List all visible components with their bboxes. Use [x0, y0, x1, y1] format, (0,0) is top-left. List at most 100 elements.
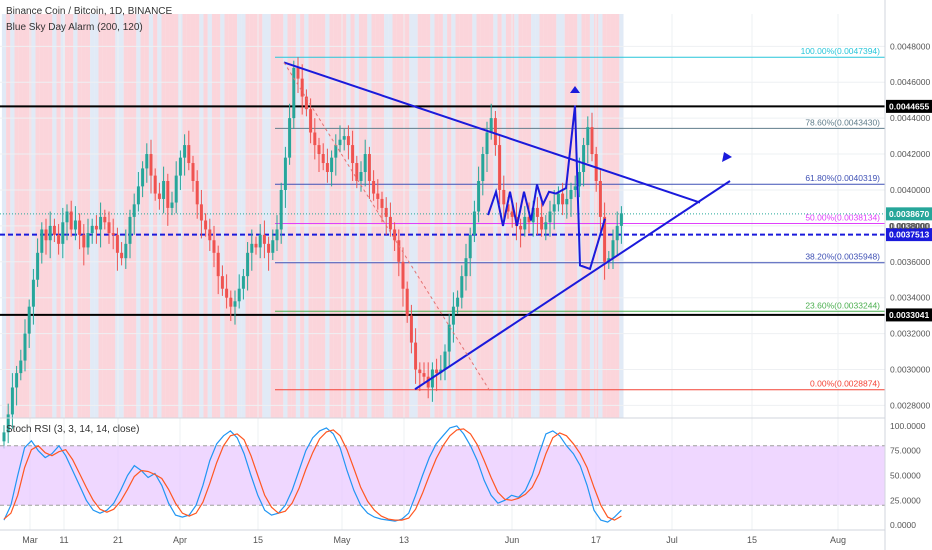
candle-body — [510, 211, 514, 217]
y-tick-label: 0.0044000 — [890, 113, 930, 123]
candle-body — [275, 229, 279, 241]
bg-band — [560, 14, 565, 418]
candle-body — [204, 220, 208, 230]
candle-body — [380, 198, 384, 208]
bg-band — [31, 14, 36, 418]
candle-body — [351, 145, 355, 164]
price-tag: 0.0038000 — [889, 221, 929, 231]
x-tick-label: Apr — [173, 535, 187, 545]
candle-body — [523, 216, 527, 230]
candle-body — [502, 189, 506, 205]
bg-band — [153, 14, 158, 418]
bg-band — [111, 14, 116, 418]
candle-body — [493, 118, 497, 146]
candle-body — [477, 180, 481, 212]
fib-label: 50.00%(0.0038134) — [805, 212, 880, 222]
bg-band — [367, 14, 372, 418]
bg-band — [237, 14, 242, 418]
bg-band — [14, 14, 19, 418]
candle-body — [283, 157, 287, 190]
candle-body — [355, 163, 359, 181]
symbol-title: Binance Coin / Bitcoin, 1D, BINANCE — [6, 6, 173, 17]
horizontal-lines — [0, 56, 885, 391]
bg-band — [161, 14, 166, 418]
bg-band — [589, 14, 595, 418]
bg-band — [497, 14, 502, 418]
candle-body — [216, 252, 220, 277]
osc-tick-label: 50.0000 — [890, 470, 921, 480]
price-axis-bg — [885, 0, 932, 550]
x-tick-label: Jun — [505, 535, 520, 545]
bg-band — [363, 14, 368, 418]
candle-body — [330, 157, 334, 173]
candle-body — [506, 204, 510, 212]
bg-band — [396, 14, 401, 418]
bg-band — [354, 14, 359, 418]
bg-band — [228, 14, 233, 418]
bg-band — [468, 14, 473, 418]
candle-body — [241, 276, 245, 289]
candle-body — [384, 207, 388, 217]
candle-body — [451, 306, 455, 325]
oscillator-label: Stoch RSI (3, 3, 14, 14, close) — [6, 424, 140, 435]
candle-body — [31, 279, 35, 307]
candle-body — [460, 276, 464, 298]
oscillator-pane — [0, 417, 885, 523]
candle-body — [418, 369, 422, 374]
osc-tick-label: 0.0000 — [890, 520, 916, 530]
candle-body — [393, 229, 397, 241]
candle-body — [44, 229, 48, 241]
bg-band — [287, 14, 292, 418]
candle-body — [317, 145, 321, 155]
y-tick-label: 0.0030000 — [890, 365, 930, 375]
bg-band — [308, 14, 313, 418]
bg-band — [144, 14, 149, 418]
price-tag-bg — [886, 207, 932, 221]
price-tag: 0.0038670 — [889, 209, 929, 219]
bg-band — [421, 14, 427, 418]
bg-band — [455, 14, 460, 418]
candle-body — [313, 132, 317, 146]
candle-body — [582, 145, 586, 173]
bg-band — [573, 14, 578, 418]
candle-body — [456, 297, 460, 307]
candle-body — [149, 154, 153, 176]
candle-body — [191, 163, 195, 181]
bg-band — [241, 14, 246, 418]
candle-body — [481, 154, 485, 181]
bg-band — [253, 14, 259, 418]
bg-band — [346, 14, 351, 418]
candle-body — [443, 351, 447, 370]
x-tick-label: May — [333, 535, 351, 545]
x-tick-label: Mar — [22, 535, 38, 545]
candle-body — [334, 145, 338, 158]
y-tick-label: 0.0028000 — [890, 400, 930, 410]
candle-body — [300, 78, 304, 97]
x-tick-label: 21 — [113, 535, 123, 545]
candle-body — [246, 252, 250, 277]
x-tick-label: Aug — [830, 535, 846, 545]
candle-body — [199, 204, 203, 221]
bg-band — [493, 14, 498, 418]
fib-label: 38.20%(0.0035948) — [805, 252, 880, 262]
bg-band — [18, 14, 23, 418]
x-tick-label: 11 — [59, 535, 68, 545]
candle-body — [397, 240, 401, 262]
candle-body — [485, 132, 489, 155]
candle-body — [367, 154, 371, 181]
bg-band — [585, 14, 590, 418]
candle-body — [288, 118, 292, 158]
candle-body — [548, 211, 552, 223]
drawings — [283, 61, 732, 392]
x-tick-label: Jul — [666, 535, 678, 545]
candle-body — [145, 154, 149, 169]
candle-body — [267, 243, 271, 253]
bg-band — [358, 14, 364, 418]
bg-band — [375, 14, 380, 418]
candle-body — [292, 67, 296, 119]
y-tick-label: 0.0038000 — [890, 221, 930, 231]
candle-body — [598, 180, 602, 217]
candle-body — [103, 216, 107, 223]
bg-band — [232, 14, 238, 418]
